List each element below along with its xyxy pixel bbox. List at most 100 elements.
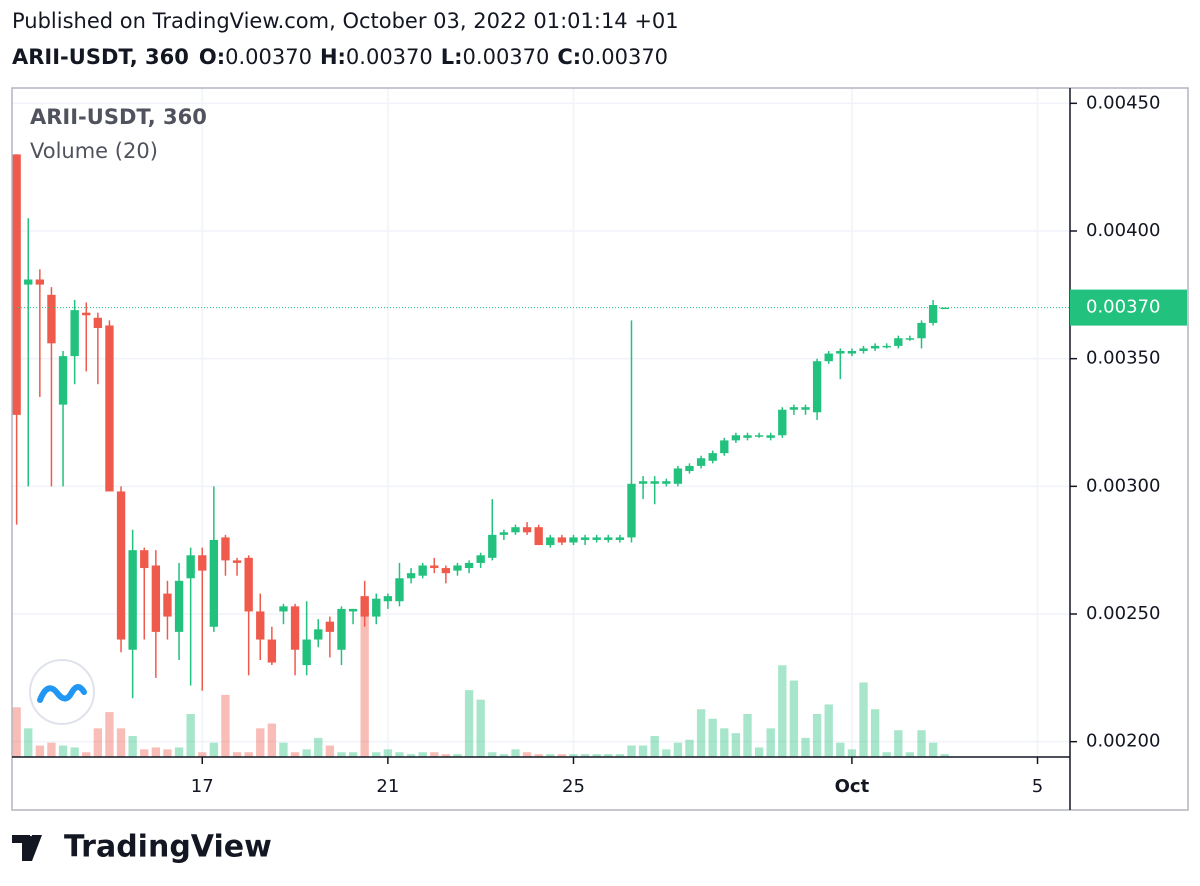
candle-body	[801, 407, 810, 410]
x-tick-label: 25	[562, 776, 585, 797]
candle-body	[418, 565, 427, 576]
volume-bar	[754, 747, 764, 757]
volume-bar	[232, 752, 242, 757]
volume-bar	[35, 745, 45, 757]
candle-body	[511, 527, 520, 533]
candle-body	[430, 565, 439, 569]
marks	[12, 154, 1070, 757]
candle-body	[464, 562, 474, 569]
candle-body	[198, 555, 207, 571]
volume-bar	[662, 749, 671, 757]
volume-bar	[789, 680, 799, 757]
candle-body	[731, 435, 741, 441]
volume-bar	[696, 709, 706, 757]
grid	[12, 88, 1077, 764]
last-price-label: 0.00370	[1086, 297, 1160, 318]
candle-body	[522, 527, 532, 533]
volume-bar	[128, 735, 137, 757]
footer-brand: TradingView	[64, 830, 272, 865]
volume-bar	[557, 754, 567, 757]
volume-bar	[151, 747, 161, 757]
ohlc-value: 0.00370	[581, 45, 668, 69]
candle-body	[302, 639, 311, 666]
volume-bar	[430, 752, 439, 757]
volume-bar	[534, 754, 543, 757]
candle-body	[708, 453, 717, 461]
candle-body	[580, 537, 590, 540]
y-tick-label: 0.00200	[1086, 731, 1160, 752]
volume-bar	[917, 730, 926, 757]
volume-bar	[290, 752, 300, 757]
volume-bar	[476, 699, 485, 757]
candle-body	[383, 596, 393, 602]
volume-bar	[198, 752, 207, 757]
volume-bar	[221, 694, 230, 757]
candle-body	[140, 550, 149, 569]
candle-body	[406, 573, 416, 579]
volume-bar	[140, 749, 149, 757]
legend-symbol: ARII-USDT, 360	[30, 105, 207, 129]
volume-bar	[708, 718, 717, 757]
volume-bar	[348, 752, 358, 757]
candle-body	[151, 565, 161, 632]
candle-body	[569, 537, 578, 543]
volume-bar	[720, 728, 729, 757]
logo-badge	[29, 659, 95, 725]
volume-bar	[824, 704, 833, 757]
volume-bar	[778, 665, 787, 757]
volume-bar	[580, 754, 590, 757]
candle-body	[638, 481, 648, 484]
last-price-badge	[1070, 289, 1187, 326]
published: Published on TradingView.com, October 03…	[12, 9, 679, 33]
candle-body	[337, 608, 346, 650]
volume-bar	[82, 752, 91, 757]
volume-bar	[731, 733, 741, 757]
candle-body	[615, 537, 625, 540]
legend-volume: Volume (20)	[30, 139, 158, 163]
candle-body	[395, 578, 404, 602]
volume-bar	[406, 754, 416, 757]
volume-bar	[488, 752, 497, 757]
candle-body	[673, 468, 683, 484]
candle-body	[314, 629, 323, 640]
volume-bar	[870, 709, 880, 757]
candle-body	[499, 532, 509, 535]
x-tick-label: 21	[376, 776, 399, 797]
volume-bar	[314, 737, 323, 757]
volume-bar	[464, 690, 474, 757]
candle-body	[325, 621, 335, 632]
candle-body	[12, 154, 21, 415]
volume-bar	[395, 752, 404, 757]
volume-bar	[522, 752, 532, 757]
volume-bar	[615, 754, 625, 757]
candle-body	[894, 338, 903, 346]
y-tick-label: 0.00300	[1086, 475, 1160, 496]
candle-body	[917, 322, 926, 339]
candle-body	[847, 351, 857, 354]
candle-body	[70, 310, 79, 357]
volume-bar	[836, 742, 845, 757]
ohlc-key: O:	[199, 45, 225, 69]
ohlc-value: 0.00370	[346, 45, 433, 69]
volume-bar	[360, 597, 369, 757]
candle-body	[290, 606, 300, 650]
candle-body	[174, 580, 184, 632]
candle-body	[279, 606, 288, 612]
volume-bar	[302, 749, 311, 757]
candle-body	[209, 539, 219, 627]
volume-bar	[279, 742, 288, 757]
volume-bar	[546, 754, 555, 757]
volume-bar	[801, 737, 810, 757]
candle-body	[488, 534, 497, 558]
volume-bar	[511, 749, 520, 757]
volume-bar	[592, 754, 601, 757]
candle-body	[348, 608, 358, 612]
candle-body	[93, 317, 103, 329]
volume-bar	[186, 713, 195, 757]
volume-bar	[58, 745, 68, 757]
candle-body	[557, 537, 567, 543]
candle-body	[244, 557, 253, 612]
candle-body	[604, 537, 613, 540]
volume-bar	[267, 723, 277, 757]
